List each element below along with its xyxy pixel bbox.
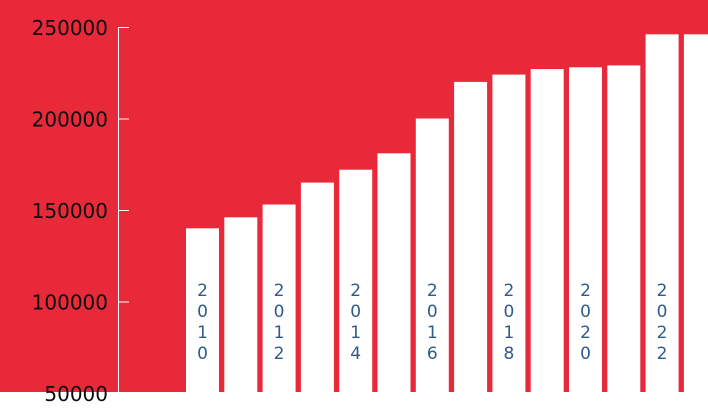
bar-2016 [415, 118, 449, 392]
x-label-digit: 8 [503, 344, 514, 364]
x-label-digit: 2 [657, 281, 668, 301]
bar-2022 [645, 34, 679, 393]
x-label-digit: 1 [197, 323, 208, 343]
x-label-digit: 2 [580, 281, 591, 301]
bars-group [186, 34, 708, 393]
bar-2019 [530, 69, 564, 392]
bar-2013 [300, 182, 334, 392]
y-tick-label: 100000 [32, 291, 108, 315]
x-label-digit: 4 [350, 344, 361, 364]
y-ticks-group: 250000 200000 150000 100000 50000 [32, 16, 129, 406]
bar-2011 [224, 217, 258, 392]
y-tick-label: 150000 [32, 199, 108, 223]
y-tick-label: 250000 [32, 16, 108, 40]
x-label-digit: 1 [427, 323, 438, 343]
x-label-digit: 1 [503, 323, 514, 343]
x-label-digit: 6 [427, 344, 438, 364]
bar-2023 [683, 34, 708, 393]
x-label-digit: 0 [274, 302, 285, 322]
x-label-digit: 2 [427, 281, 438, 301]
bar-2012 [262, 204, 296, 392]
x-label-digit: 0 [197, 302, 208, 322]
bar-2017 [454, 81, 488, 393]
x-label-digit: 0 [427, 302, 438, 322]
x-label-digit: 2 [197, 281, 208, 301]
x-label-digit: 2 [657, 323, 668, 343]
y-tick-label: 200000 [32, 108, 108, 132]
x-label-digit: 2 [657, 344, 668, 364]
bar-2021 [607, 65, 641, 393]
x-label-digit: 0 [503, 302, 514, 322]
bar-2010 [186, 228, 219, 392]
bar-2014 [339, 169, 373, 392]
x-label-digit: 1 [274, 323, 285, 343]
x-label-digit: 2 [274, 281, 285, 301]
x-label-digit: 0 [657, 302, 668, 322]
x-label-digit: 2 [580, 323, 591, 343]
x-label-digit: 2 [503, 281, 514, 301]
x-label-digit: 2 [350, 281, 361, 301]
bar-2018 [492, 74, 526, 392]
x-label-digit: 0 [580, 302, 591, 322]
y-tick-label: 50000 [44, 382, 108, 406]
x-label-digit: 2 [274, 344, 285, 364]
bar-2015 [377, 153, 411, 392]
x-label-digit: 0 [580, 344, 591, 364]
x-label-digit: 0 [197, 344, 208, 364]
x-label-digit: 0 [350, 302, 361, 322]
x-label-digit: 1 [350, 323, 361, 343]
bar-2020 [569, 67, 602, 393]
